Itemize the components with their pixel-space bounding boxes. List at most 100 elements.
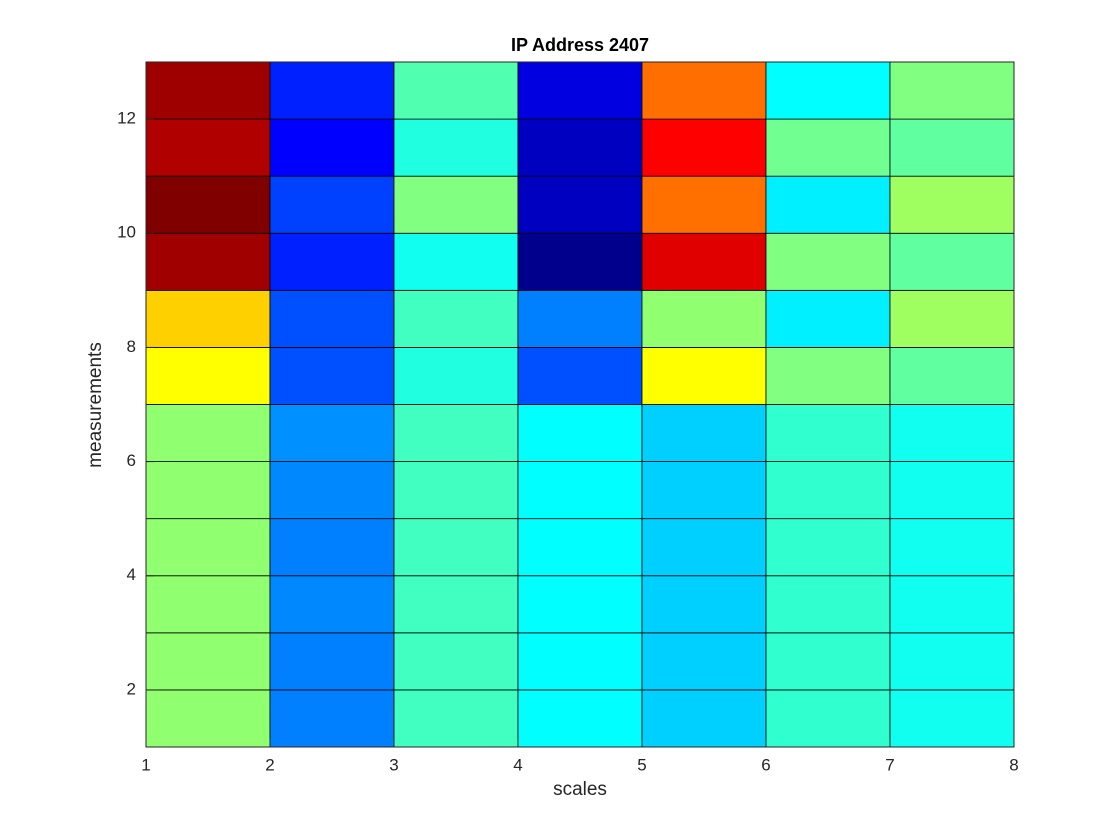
heatmap-cell [641,689,767,748]
heatmap-cell [269,518,395,577]
heatmap-cell [517,404,643,462]
heatmap-cell [641,61,767,120]
y-tick-label: 4 [127,565,136,584]
heatmap-cell [145,347,271,405]
heatmap-cell [393,118,519,177]
heatmap-cell [393,61,519,120]
heatmap-cell [269,347,395,405]
heatmap-cell [765,461,891,520]
heatmap-cell [393,175,519,234]
heatmap-cell [517,461,643,520]
heatmap-cell [889,404,1015,462]
x-tick-label: 3 [389,755,398,774]
heatmap-cell [145,175,271,234]
y-tick-label: 12 [117,109,136,128]
heatmap-cell [393,289,519,348]
heatmap-cell [641,461,767,520]
chart-title: IP Address 2407 [511,35,649,55]
heatmap-cell [517,232,643,291]
heatmap-cell [641,575,767,634]
heatmap-cell [517,118,643,177]
x-tick-label: 8 [1009,755,1018,774]
axes-box [145,61,1015,748]
x-tick-label: 6 [761,755,770,774]
heatmap-cell [517,61,643,120]
heatmap-cell [269,404,395,462]
heatmap-cell [145,232,271,291]
heatmap-cell [393,632,519,691]
heatmap-cell [145,518,271,577]
heatmap-cell [269,289,395,348]
x-tick-label: 2 [265,755,274,774]
heatmap-cell [393,404,519,462]
heatmap-cell [145,575,271,634]
heatmap-cell [393,518,519,577]
heatmap-cell [889,575,1015,634]
heatmap-cell [889,175,1015,234]
heatmap-cell [641,175,767,234]
heatmap-cell [269,175,395,234]
y-tick-label: 2 [127,679,136,698]
heatmap-cell [889,461,1015,520]
heatmap-cell [517,518,643,577]
heatmap-cell [269,61,395,120]
heatmap-cell [145,632,271,691]
heatmap-cell [765,289,891,348]
heatmap-cell [889,232,1015,291]
heatmap-cell [889,118,1015,177]
heatmap-cell [641,347,767,405]
heatmap-cell [765,632,891,691]
heatmap-cell [889,347,1015,405]
heatmap-cell [269,689,395,748]
heatmap-cell [517,689,643,748]
heatmap-cell [145,404,271,462]
heatmap-cell [145,289,271,348]
x-axis-label: scales [553,779,607,800]
heatmap-cell [765,347,891,405]
heatmap-cell [889,289,1015,348]
heatmap-cell [269,461,395,520]
heatmap-cell [889,61,1015,120]
heatmap-cell [393,689,519,748]
x-tick-label: 1 [141,755,150,774]
y-tick-label: 8 [127,337,136,356]
heatmap-cell [393,461,519,520]
heatmap-cell [393,575,519,634]
heatmap-cell [393,232,519,291]
y-axis-label: measurements [85,342,106,468]
heatmap-cell [889,518,1015,577]
heatmap-cell [765,175,891,234]
heatmap-cell [517,632,643,691]
heatmap-cell [641,289,767,348]
heatmap-cell [765,404,891,462]
heatmap-cell [145,61,271,120]
x-tick-label: 7 [885,755,894,774]
heatmap-cell [641,404,767,462]
heatmap-cell [765,689,891,748]
heatmap-cell [269,632,395,691]
heatmap-cell [641,518,767,577]
heatmap-cell [765,575,891,634]
heatmap-cell [269,232,395,291]
x-tick-label: 4 [513,755,522,774]
x-tick-label: 5 [637,755,646,774]
heatmap-cell [765,118,891,177]
heatmap-cell [145,118,271,177]
heatmap-cell [393,347,519,405]
heatmap-cell [765,61,891,120]
heatmap-cell [517,175,643,234]
heatmap-cell [145,689,271,748]
heatmap-cell [145,461,271,520]
y-tick-label: 6 [127,451,136,470]
heatmap-cell [889,632,1015,691]
y-tick-label: 10 [117,223,136,242]
heatmap-cell [889,689,1015,748]
heatmap-cell [269,118,395,177]
heatmap-cell [641,118,767,177]
heatmap-cell [765,232,891,291]
heatmap-cell [641,232,767,291]
heatmap-cell [269,575,395,634]
heatmap-cell [517,289,643,348]
heatmap-cell [765,518,891,577]
